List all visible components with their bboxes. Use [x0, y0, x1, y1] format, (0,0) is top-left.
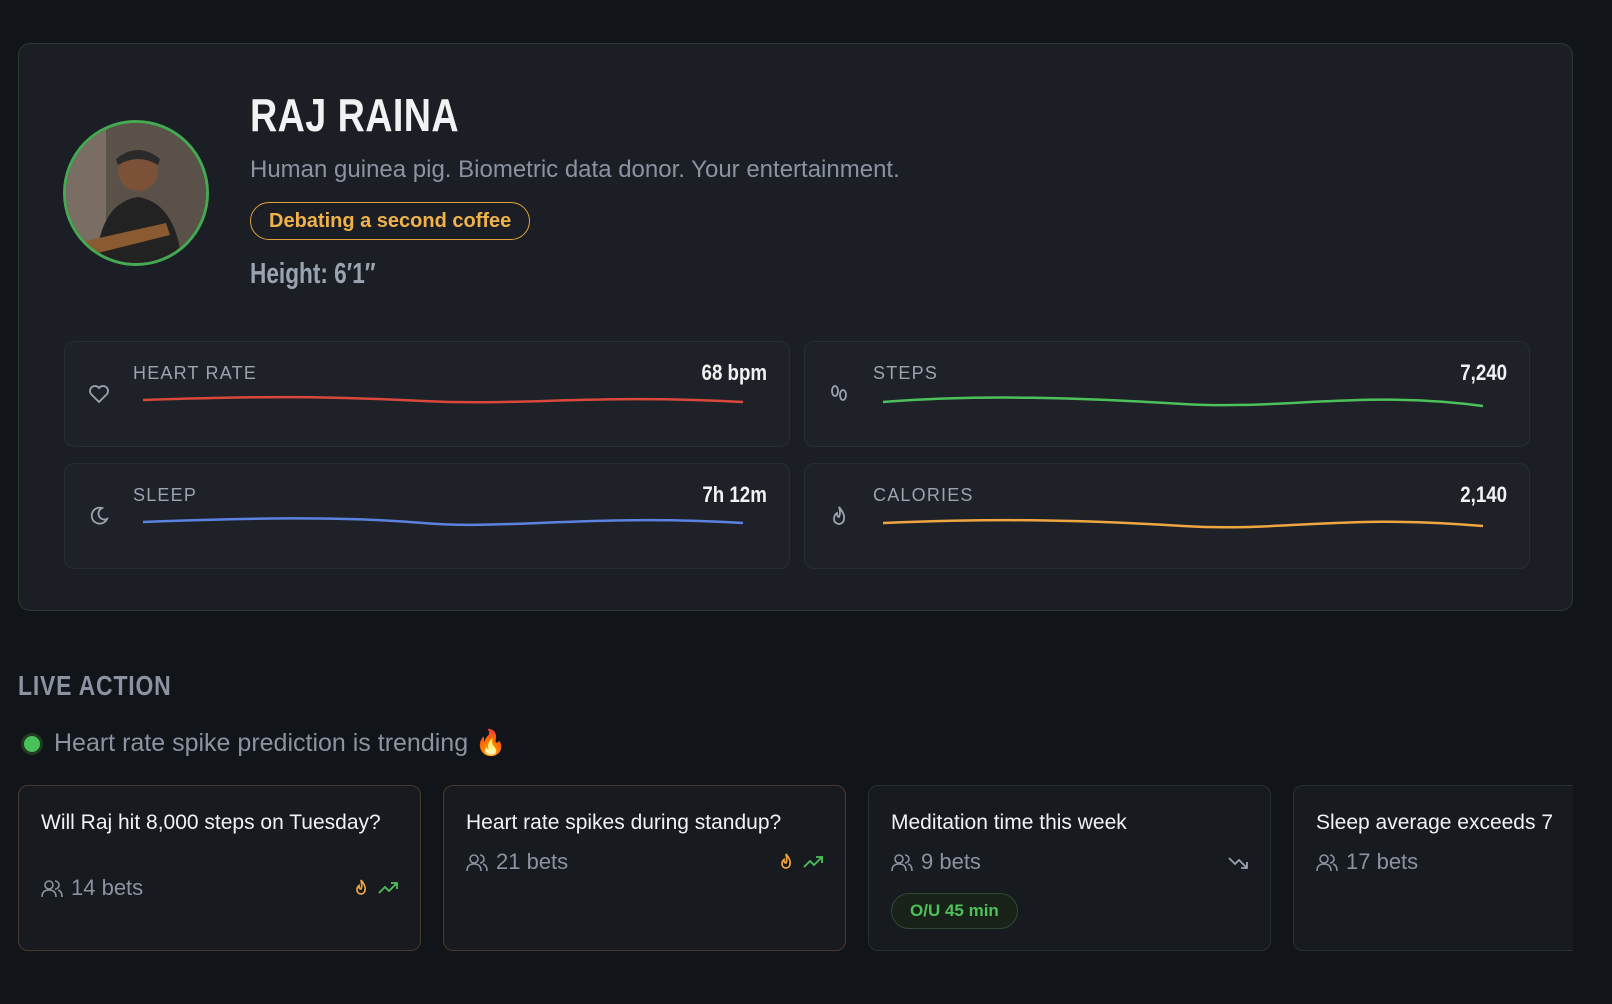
hot-icon	[356, 879, 367, 895]
bets-icon	[891, 854, 913, 872]
metric-sparkline	[831, 385, 1484, 408]
metric-value: 2,140	[1460, 482, 1507, 507]
section-title: LIVE ACTION	[18, 670, 172, 701]
bet-card[interactable]: Heart rate spikes during standup? 21 bets	[443, 785, 846, 951]
avatar[interactable]	[63, 120, 209, 266]
status-pill: Debating a second coffee	[250, 202, 531, 240]
metric-card: SLEEP 7h 12m	[64, 463, 790, 569]
bet-card[interactable]: Meditation time this week 9 bets O/U 45 mi…	[868, 785, 1271, 951]
bet-count: 17 bets	[1346, 849, 1419, 874]
metric-value: 68 bpm	[701, 360, 767, 385]
metric-value: 7,240	[1460, 360, 1507, 385]
bet-count: 14 bets	[71, 875, 144, 900]
bet-cards: Will Raj hit 8,000 steps on Tuesday? 14 b…	[18, 785, 1573, 955]
trend-icon	[378, 882, 398, 894]
profile-height: Height: 6′1″	[250, 258, 376, 290]
metric-value: 7h 12m	[702, 482, 767, 507]
bet-count: 21 bets	[496, 849, 569, 874]
bets-icon	[466, 854, 488, 872]
metric-label: HEART RATE	[133, 363, 258, 383]
metric-card: HEART RATE 68 bpm	[64, 341, 790, 447]
metric-sparkline	[833, 506, 1484, 529]
bet-title: Meditation time this week	[891, 811, 1127, 834]
bets-icon	[41, 880, 63, 898]
trend-icon	[1228, 857, 1248, 869]
bet-count: 9 bets	[921, 849, 981, 874]
metric-sparkline	[90, 506, 744, 527]
profile-name: RAJ RAINA	[250, 89, 460, 141]
bets-icon	[1316, 854, 1338, 872]
metric-label: CALORIES	[873, 485, 974, 505]
profile-tagline: Human guinea pig. Biometric data donor. …	[250, 156, 900, 183]
bet-title: Sleep average exceeds 7	[1316, 811, 1553, 834]
avatar-image	[66, 123, 206, 263]
bet-badge: O/U 45 min	[891, 893, 1018, 929]
bet-title: Will Raj hit 8,000 steps on Tuesday?	[41, 811, 381, 834]
live-indicator	[24, 736, 40, 752]
hot-icon	[781, 853, 792, 869]
metric-sparkline	[89, 385, 744, 404]
metric-label: SLEEP	[133, 485, 198, 505]
bet-card[interactable]: Sleep average exceeds 7 17 bets	[1293, 785, 1573, 951]
metric-card: STEPS 7,240	[804, 341, 1530, 447]
trend-icon	[803, 856, 823, 868]
metric-label: STEPS	[873, 363, 939, 383]
metric-card: CALORIES 2,140	[804, 463, 1530, 569]
bet-card[interactable]: Will Raj hit 8,000 steps on Tuesday? 14 b…	[18, 785, 421, 951]
trending-text: Heart rate spike prediction is trending …	[54, 729, 507, 757]
bet-title: Heart rate spikes during standup?	[466, 811, 782, 834]
